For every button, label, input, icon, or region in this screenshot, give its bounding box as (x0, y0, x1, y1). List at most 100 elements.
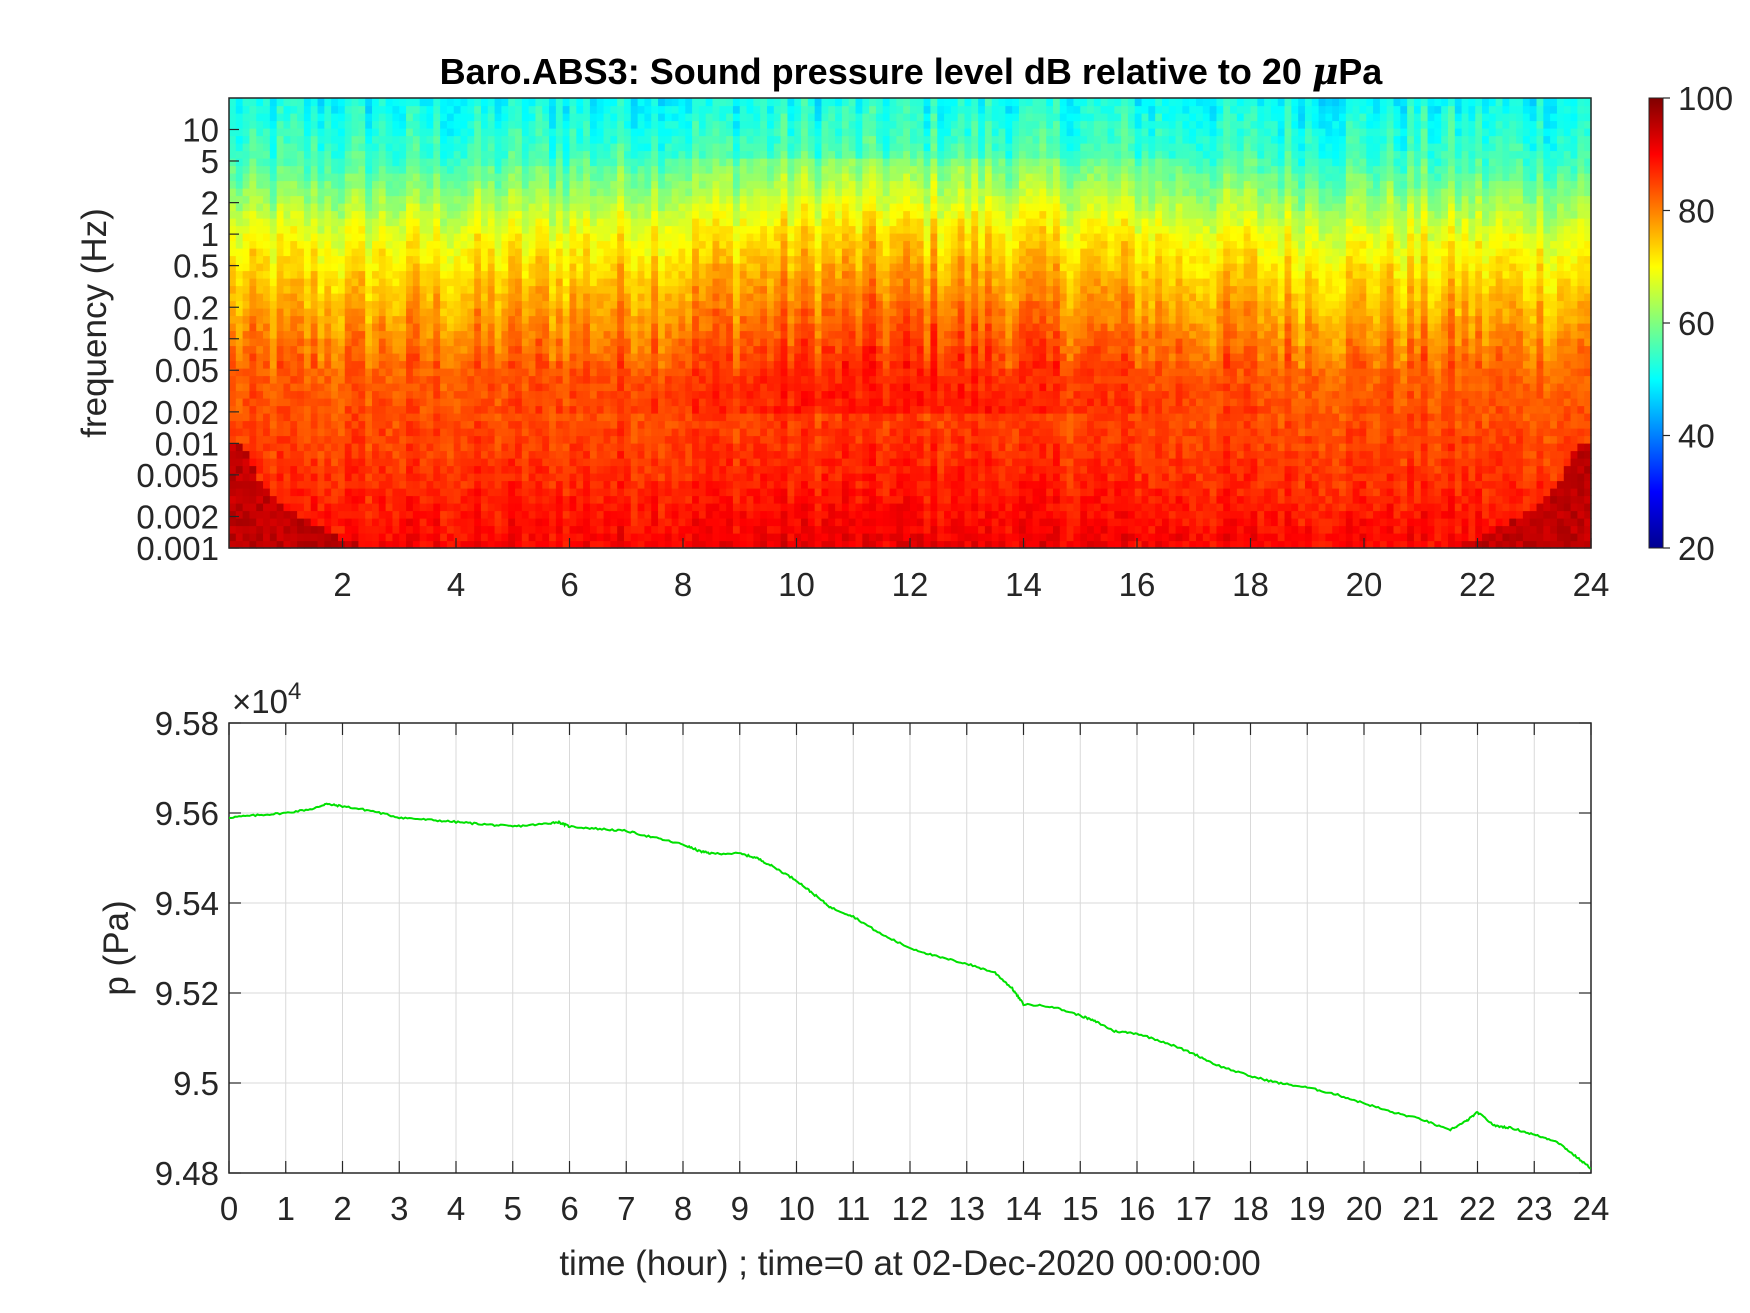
spectrogram-cell (916, 450, 925, 459)
spectrogram-cell (1488, 488, 1497, 497)
spectrogram-cell (1100, 525, 1109, 534)
spectrogram-cell (365, 443, 373, 452)
spectrogram-cell (950, 480, 959, 489)
spectrogram-cell (440, 420, 448, 429)
spectrogram-cell (766, 443, 775, 452)
spectrogram-cell (263, 428, 271, 437)
spectrogram-cell (480, 428, 489, 437)
spectrogram-cell (991, 518, 1000, 527)
spectrogram-cell (1427, 510, 1435, 519)
spectrogram-cell (1495, 443, 1504, 452)
spectrogram-cell (474, 435, 482, 444)
spectrogram-cell (971, 360, 979, 369)
spectrogram-cell (1386, 405, 1395, 414)
spectrogram-cell (1257, 518, 1265, 527)
spectrogram-cell (930, 473, 938, 482)
spectrogram-cell (930, 398, 938, 407)
spectrogram-cell (1284, 458, 1292, 467)
spectrogram-cell (1005, 533, 1013, 542)
spectrogram-cell (1379, 420, 1388, 429)
spectrogram-cell (869, 495, 877, 504)
spectrogram-cell (1161, 533, 1170, 542)
spectrogram-cell (303, 398, 312, 407)
spectrogram-cell (1325, 390, 1333, 399)
spectrogram-cell (991, 458, 1000, 467)
spectrogram-cell (542, 383, 550, 392)
spectrogram-cell (1202, 398, 1211, 407)
spectrogram-cell (1148, 480, 1156, 489)
spectrogram-cell (249, 533, 257, 542)
spectrogram-cell (235, 383, 244, 392)
spectrogram-cell (1291, 540, 1299, 549)
spectrogram-cell (801, 465, 809, 474)
spectrogram-cell (814, 518, 823, 527)
spectrogram-cell (1488, 390, 1497, 399)
spectrogram-cell (1304, 458, 1313, 467)
spectrogram-cell (896, 525, 904, 534)
spectrogram-cell (746, 428, 754, 437)
spectrogram-cell (760, 458, 768, 467)
spectrogram-cell (1434, 428, 1442, 437)
spectrogram-cell (630, 450, 639, 459)
spectrogram-cell (1393, 458, 1401, 467)
spectrogram-cell (1209, 413, 1218, 422)
spectrogram-cell (596, 465, 605, 474)
spectrogram-cell (344, 368, 353, 377)
spectrogram-cell (801, 398, 809, 407)
spectrogram-cell (1550, 390, 1558, 399)
spectrogram-cell (814, 368, 823, 377)
spectrogram-cell (1107, 488, 1115, 497)
spectrogram-cell (1475, 533, 1483, 542)
spectrogram-cell (596, 533, 605, 542)
spectrogram-cell (903, 495, 911, 504)
spectrogram-cell (1080, 495, 1088, 504)
spectrogram-cell (1386, 533, 1395, 542)
spectrogram-cell (283, 428, 291, 437)
spectrogram-cell (269, 488, 278, 497)
spectrogram-cell (235, 465, 244, 474)
spectrogram-cell (1509, 435, 1517, 444)
spectrogram-cell (440, 540, 448, 549)
spectrogram-cell (1536, 428, 1544, 437)
spectrogram-cell (1168, 533, 1177, 542)
spectrogram-cell (1413, 360, 1422, 369)
spectrogram-cell (1053, 495, 1061, 504)
spectrogram-cell (596, 383, 605, 392)
spectrogram-cell (1577, 405, 1585, 414)
spectrogram-cell (1584, 413, 1592, 422)
spectrogram-cell (869, 383, 877, 392)
spectrogram-cell (1114, 465, 1122, 474)
spectrogram-cell (406, 383, 414, 392)
spectrogram-cell (807, 525, 816, 534)
spectrogram-cell (801, 540, 809, 549)
spectrogram-cell (290, 428, 298, 437)
spectrogram-cell (1379, 443, 1388, 452)
spectrogram-cell (1550, 495, 1558, 504)
spectrogram-cell (1284, 405, 1292, 414)
spectrogram-cell (1223, 510, 1231, 519)
spectrogram-cell (1529, 465, 1538, 474)
spectrogram-cell (276, 518, 285, 527)
spectrogram-cell (467, 510, 475, 519)
spectrogram-cell (1005, 525, 1013, 534)
spectrogram-cell (1107, 518, 1115, 527)
spectrogram-cell (971, 420, 979, 429)
spectrogram-cell (882, 383, 891, 392)
spectrogram-cell (841, 518, 850, 527)
spectrogram-cell (603, 375, 611, 384)
spectrogram-cell (821, 428, 829, 437)
spectrogram-cell (1366, 450, 1374, 459)
spectrogram-cell (617, 495, 625, 504)
spectrogram-cell (494, 428, 502, 437)
spectrogram-cell (1345, 383, 1354, 392)
spectrogram-cell (801, 480, 809, 489)
spectrogram-cell (923, 495, 932, 504)
spectrogram-cell (1577, 420, 1585, 429)
spectrogram-cell (1223, 480, 1231, 489)
spectrogram-cell (365, 488, 373, 497)
spectrogram-cell (637, 428, 646, 437)
spectrogram-cell (426, 488, 434, 497)
spectrogram-cell (916, 533, 925, 542)
spectrogram-cell (903, 413, 911, 422)
spectrogram-cell (1502, 518, 1510, 527)
